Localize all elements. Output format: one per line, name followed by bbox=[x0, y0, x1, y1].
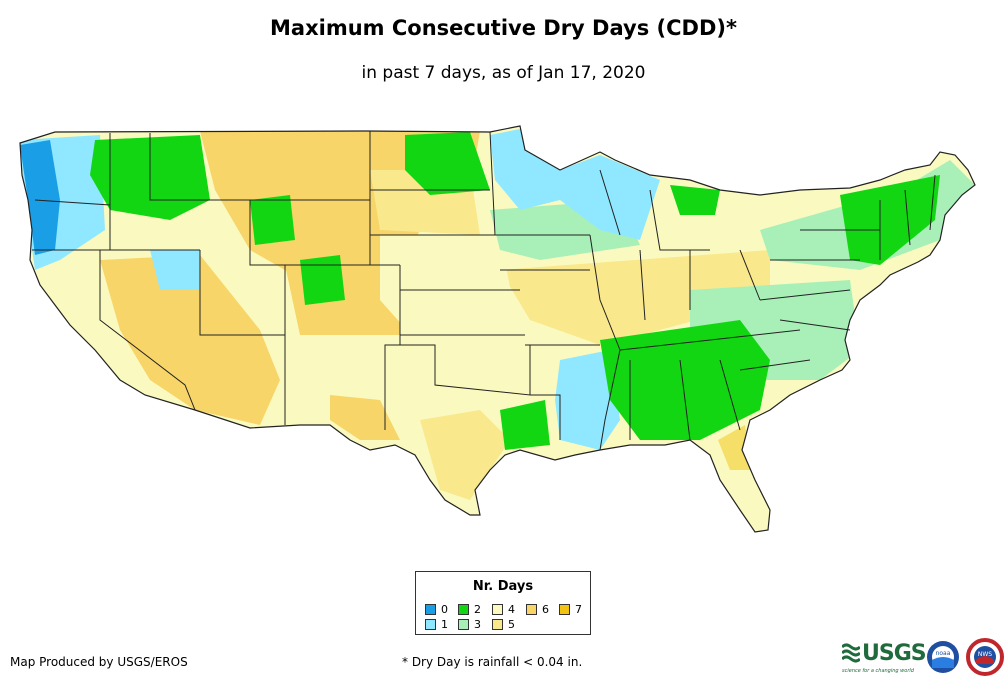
region-1-days-nevada bbox=[150, 250, 200, 290]
border-va-wv bbox=[759, 289, 851, 331]
legend-swatch-4 bbox=[492, 604, 503, 615]
border-dakotas bbox=[370, 189, 500, 236]
legend-label-3: 3 bbox=[474, 618, 481, 631]
border-ia-mo bbox=[500, 269, 600, 346]
region-2-days-southeast bbox=[600, 320, 770, 440]
border-ms-al-ga bbox=[629, 359, 741, 441]
legend-label-0: 0 bbox=[441, 603, 448, 616]
legend-swatch-1 bbox=[425, 619, 436, 630]
state-borders bbox=[19, 125, 976, 533]
border-nc-sc bbox=[739, 359, 811, 371]
legend-swatch-5 bbox=[492, 619, 503, 630]
legend-item-7: 7 bbox=[559, 604, 582, 616]
region-2-days-colorado bbox=[300, 255, 345, 305]
legend-swatch-2 bbox=[458, 604, 469, 615]
legend-swatch-0 bbox=[425, 604, 436, 615]
noaa-logo: noaa bbox=[927, 641, 959, 673]
region-0-days-coast bbox=[20, 140, 60, 255]
border-mn bbox=[489, 131, 590, 236]
map-title: Maximum Consecutive Dry Days (CDD)* bbox=[270, 16, 737, 40]
legend-item-4: 4 bbox=[492, 604, 515, 616]
border-ar-la bbox=[530, 394, 561, 440]
legend-swatch-7 bbox=[559, 604, 570, 615]
border-mt-wy bbox=[149, 133, 370, 201]
map-subtitle: in past 7 days, as of Jan 17, 2020 bbox=[361, 63, 646, 83]
legend-item-6: 6 bbox=[526, 604, 549, 616]
usgs-wordmark: USGS bbox=[862, 641, 927, 666]
border-pa-ny bbox=[770, 229, 880, 261]
legend-item-1: 1 bbox=[425, 619, 448, 631]
region-5-days-texas bbox=[420, 410, 510, 500]
legend-label-2: 2 bbox=[474, 603, 481, 616]
usgs-tagline: science for a changing world bbox=[842, 668, 914, 674]
usgs-logo: USGS science for a changing world bbox=[842, 638, 927, 678]
legend-item-5: 5 bbox=[492, 619, 515, 631]
legend-item-2: 2 bbox=[458, 604, 481, 616]
region-7-days-florida bbox=[718, 425, 752, 470]
us-dry-days-map bbox=[19, 125, 976, 533]
legend-label-4: 4 bbox=[508, 603, 515, 616]
map-credit: Map Produced by USGS/EROS bbox=[10, 655, 188, 669]
legend-swatch-3 bbox=[458, 619, 469, 630]
border-new-england bbox=[879, 174, 936, 260]
border-ne-ks bbox=[400, 289, 525, 336]
border-il-in-oh bbox=[639, 249, 761, 321]
svg-text:noaa: noaa bbox=[936, 650, 951, 657]
legend-label-1: 1 bbox=[441, 618, 448, 631]
region-2-days-michigan bbox=[670, 185, 720, 215]
region-2-days-louisiana bbox=[500, 400, 550, 450]
dry-day-regions bbox=[20, 128, 975, 500]
border-wa-or bbox=[34, 199, 111, 206]
legend-title: Nr. Days bbox=[472, 579, 534, 594]
svg-text:NWS: NWS bbox=[978, 651, 992, 658]
border-mi-wi bbox=[599, 169, 710, 251]
border-ok-tx bbox=[385, 344, 531, 396]
region-2-days-northeast bbox=[840, 175, 940, 265]
nws-logo: NWS bbox=[966, 638, 1004, 676]
region-1-days-great-lakes bbox=[490, 128, 660, 240]
legend-swatch-6 bbox=[526, 604, 537, 615]
legend-label-6: 6 bbox=[542, 603, 549, 616]
region-2-days-wyoming bbox=[250, 195, 295, 245]
dry-day-footnote: * Dry Day is rainfall < 0.04 in. bbox=[402, 655, 583, 669]
region-5-days-midwest bbox=[500, 250, 770, 345]
legend-item-3: 3 bbox=[458, 619, 481, 631]
region-6-days-southwest bbox=[100, 255, 280, 425]
region-6-days-newmexico bbox=[330, 395, 400, 440]
usgs-wave-icon bbox=[842, 643, 860, 663]
legend-label-7: 7 bbox=[575, 603, 582, 616]
border-nv bbox=[99, 250, 196, 411]
legend-label-5: 5 bbox=[508, 618, 515, 631]
conus-outline bbox=[19, 125, 976, 533]
border-ut-az bbox=[199, 250, 286, 336]
legend: Nr. Days 0 1 2 3 4 5 6 7 bbox=[415, 571, 591, 635]
border-ky-tn bbox=[619, 329, 801, 351]
region-2-days-north-dakota bbox=[405, 132, 490, 195]
legend-item-0: 0 bbox=[425, 604, 448, 616]
